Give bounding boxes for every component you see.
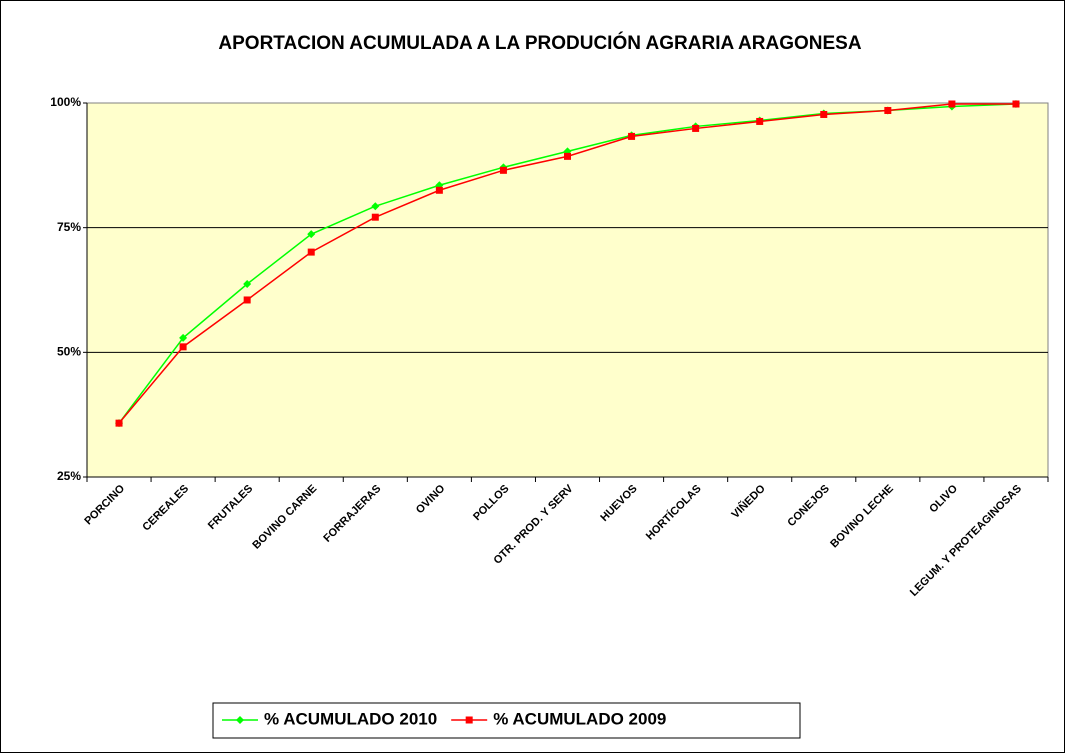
y-tick-label: 25%	[57, 469, 81, 483]
legend: % ACUMULADO 2010 % ACUMULADO 2009	[212, 702, 801, 739]
legend-label: % ACUMULADO 2010	[264, 709, 437, 728]
marker	[435, 186, 443, 194]
marker	[884, 106, 892, 114]
marker	[948, 100, 956, 108]
y-tick-label: 100%	[50, 95, 81, 109]
marker	[820, 110, 828, 118]
y-tick-label: 75%	[57, 220, 81, 234]
legend-box	[212, 702, 801, 739]
marker	[756, 117, 764, 125]
marker	[179, 333, 188, 342]
marker	[564, 152, 571, 160]
marker	[115, 419, 123, 427]
chart-title: APORTACION ACUMULADA A LA PRODUCIÓN AGRA…	[218, 32, 861, 54]
marker	[371, 213, 379, 221]
marker	[465, 716, 473, 724]
marker	[1012, 100, 1020, 108]
plot-area	[86, 102, 1049, 478]
marker	[499, 166, 507, 174]
legend-label: % ACUMULADO 2009	[493, 709, 666, 728]
marker	[243, 296, 251, 304]
marker	[307, 230, 316, 239]
marker	[243, 280, 252, 289]
marker	[307, 248, 315, 256]
marker	[692, 124, 700, 132]
marker	[236, 716, 244, 724]
y-tick-label: 50%	[57, 345, 81, 359]
marker	[179, 343, 187, 351]
marker	[628, 132, 636, 140]
marker	[371, 202, 380, 211]
